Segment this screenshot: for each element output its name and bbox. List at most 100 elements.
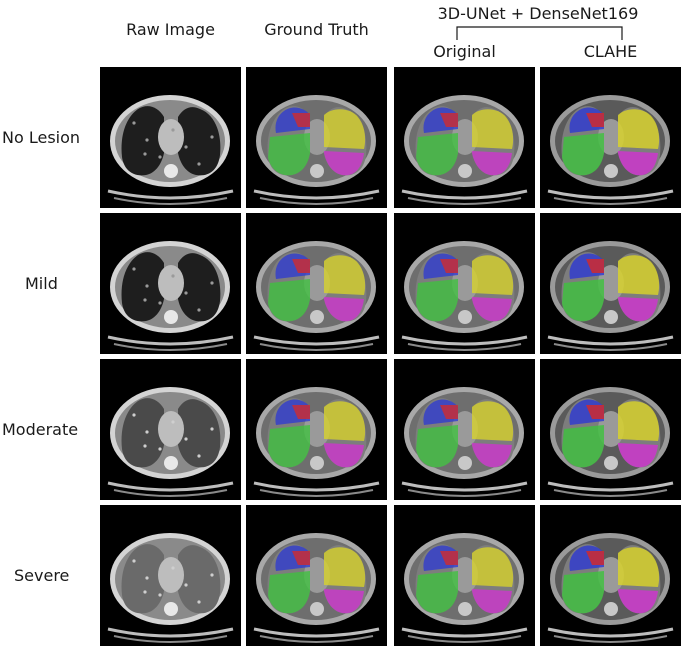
- mediastinum: [598, 411, 624, 447]
- lobe-right-middle: [586, 405, 604, 419]
- ct-panel-moderate-clahe: [540, 359, 681, 500]
- lobe-left-lower: [618, 151, 658, 176]
- mediastinum: [158, 411, 184, 447]
- mediastinum: [304, 265, 330, 301]
- lobe-left-upper: [472, 401, 514, 441]
- ct-panel-no-lesion-ground-truth: [246, 67, 387, 208]
- mediastinum: [598, 119, 624, 155]
- mediastinum: [158, 557, 184, 593]
- spine: [310, 164, 324, 178]
- lobe-right-middle: [586, 259, 604, 273]
- lobe-left-upper: [618, 401, 660, 441]
- scanner-table: [253, 189, 380, 200]
- lobe-left-lower: [324, 297, 364, 322]
- lobe-right-middle: [440, 113, 458, 127]
- lobe-right-lower: [268, 425, 310, 468]
- lobe-left-upper: [324, 547, 366, 587]
- spine: [458, 310, 472, 324]
- spine: [310, 310, 324, 324]
- scanner-table: [547, 481, 674, 492]
- mediastinum: [158, 119, 184, 155]
- ct-panel-severe-ground-truth: [246, 505, 387, 646]
- right-lung: [121, 106, 164, 176]
- scanner-table: [253, 335, 380, 346]
- spine: [164, 456, 178, 470]
- spine: [164, 164, 178, 178]
- ct-panel-no-lesion-clahe: [540, 67, 681, 208]
- lobe-left-lower: [324, 151, 364, 176]
- spine: [164, 602, 178, 616]
- ct-panel-mild-ground-truth: [246, 213, 387, 354]
- mediastinum: [452, 557, 478, 593]
- lobe-left-lower: [618, 297, 658, 322]
- lobe-right-lower: [562, 133, 604, 176]
- scanner-table: [547, 189, 674, 200]
- spine: [310, 602, 324, 616]
- lobe-right-lower: [562, 571, 604, 614]
- ct-panel-no-lesion-original: [394, 67, 535, 208]
- mediastinum: [304, 119, 330, 155]
- spine: [458, 602, 472, 616]
- scanner-table: [401, 627, 528, 638]
- lobe-left-upper: [472, 547, 514, 587]
- lobe-left-upper: [324, 109, 366, 149]
- lobe-right-middle: [292, 259, 310, 273]
- ct-panel-no-lesion-raw-image: [100, 67, 241, 208]
- row-label-mild: Mild: [25, 274, 58, 293]
- spine: [458, 456, 472, 470]
- mediastinum: [158, 265, 184, 301]
- lobe-right-lower: [268, 133, 310, 176]
- right-lung: [121, 398, 164, 468]
- lobe-left-lower: [618, 443, 658, 468]
- lobe-right-lower: [416, 133, 458, 176]
- lobe-left-upper: [618, 547, 660, 587]
- column-header-raw-image: Raw Image: [126, 20, 215, 39]
- lobe-left-upper: [618, 255, 660, 295]
- lobe-right-middle: [440, 405, 458, 419]
- ct-panel-severe-original: [394, 505, 535, 646]
- mediastinum: [598, 557, 624, 593]
- scanner-table: [401, 335, 528, 346]
- lobe-right-middle: [292, 405, 310, 419]
- right-lung: [121, 544, 164, 614]
- spine: [164, 310, 178, 324]
- ct-panel-mild-raw-image: [100, 213, 241, 354]
- lobe-right-lower: [268, 571, 310, 614]
- scanner-table: [401, 189, 528, 200]
- ct-panel-moderate-raw-image: [100, 359, 241, 500]
- spine: [310, 456, 324, 470]
- lobe-right-middle: [586, 551, 604, 565]
- row-label-moderate: Moderate: [2, 420, 79, 439]
- left-lung: [178, 545, 221, 614]
- scanner-table: [107, 481, 234, 492]
- ct-panel-mild-original: [394, 213, 535, 354]
- mediastinum: [304, 411, 330, 447]
- left-lung: [178, 399, 221, 468]
- left-lung: [178, 107, 221, 176]
- ct-panel-severe-clahe: [540, 505, 681, 646]
- mediastinum: [452, 265, 478, 301]
- scanner-table: [253, 627, 380, 638]
- spine: [458, 164, 472, 178]
- lobe-left-lower: [324, 589, 364, 614]
- lobe-right-middle: [586, 113, 604, 127]
- ct-panel-moderate-original: [394, 359, 535, 500]
- lobe-right-lower: [268, 279, 310, 322]
- lobe-left-lower: [324, 443, 364, 468]
- scanner-table: [547, 335, 674, 346]
- lobe-left-upper: [618, 109, 660, 149]
- row-label-severe: Severe: [14, 566, 70, 585]
- ct-panel-severe-raw-image: [100, 505, 241, 646]
- lobe-right-middle: [440, 551, 458, 565]
- lobe-left-lower: [618, 589, 658, 614]
- ct-panel-moderate-ground-truth: [246, 359, 387, 500]
- lobe-right-lower: [416, 571, 458, 614]
- group-bracket: [456, 26, 623, 40]
- mediastinum: [598, 265, 624, 301]
- scanner-table: [107, 335, 234, 346]
- lobe-left-lower: [472, 443, 512, 468]
- mediastinum: [304, 557, 330, 593]
- row-label-no-lesion: No Lesion: [2, 128, 81, 147]
- lobe-left-upper: [472, 109, 514, 149]
- mediastinum: [452, 119, 478, 155]
